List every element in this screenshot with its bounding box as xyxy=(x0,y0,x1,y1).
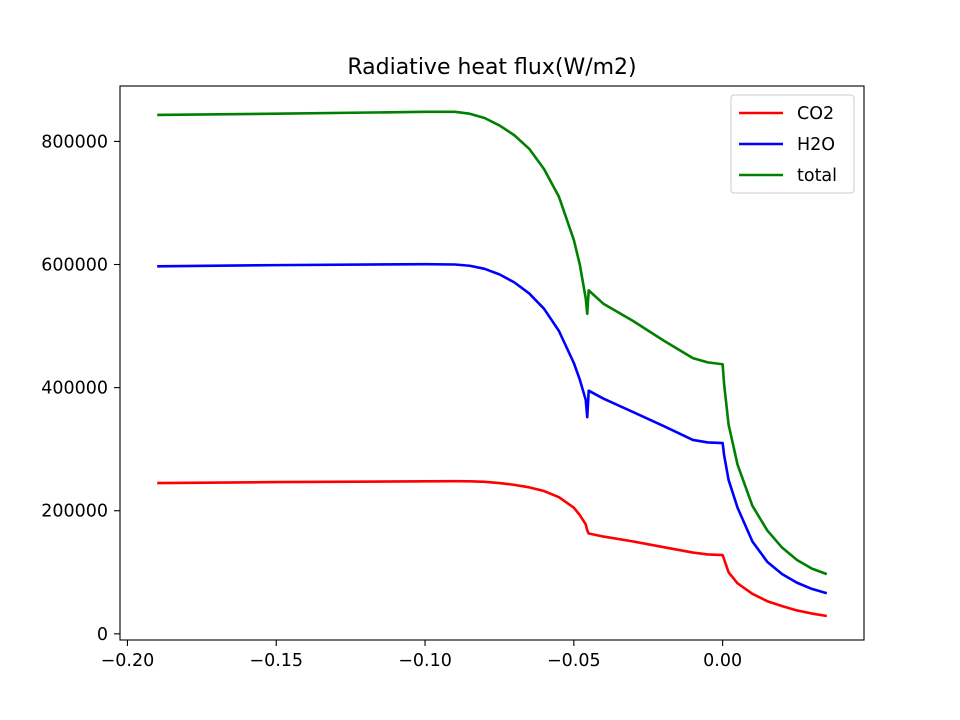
series-line-total xyxy=(157,110,828,576)
x-axis: −0.20 −0.15 −0.10 −0.05 0.00 xyxy=(101,640,742,671)
legend-label-h2o: H2O xyxy=(797,135,835,155)
series-line-h2o xyxy=(157,262,828,595)
legend-label-co2: CO2 xyxy=(797,104,834,124)
x-tick-label: −0.15 xyxy=(249,651,303,671)
x-tick-label: −0.10 xyxy=(398,651,452,671)
x-tick-label: −0.20 xyxy=(101,651,155,671)
y-tick-label: 800000 xyxy=(41,132,108,152)
legend: CO2 H2O total xyxy=(730,94,855,194)
x-tick-label: −0.05 xyxy=(547,651,601,671)
series-lines xyxy=(157,110,828,618)
y-tick-label: 400000 xyxy=(41,379,108,399)
y-tick-label: 200000 xyxy=(41,502,108,522)
chart-title: Radiative heat flux(W/m2) xyxy=(347,55,636,80)
y-tick-label: 600000 xyxy=(41,256,108,276)
legend-box xyxy=(730,94,855,194)
y-tick-label: 0 xyxy=(97,625,108,645)
x-tick-label: 0.00 xyxy=(703,651,742,671)
legend-label-total: total xyxy=(797,166,837,186)
plot-frame xyxy=(119,85,865,641)
y-axis: 0 200000 400000 600000 800000 xyxy=(41,132,120,645)
series-line-co2 xyxy=(157,479,828,618)
